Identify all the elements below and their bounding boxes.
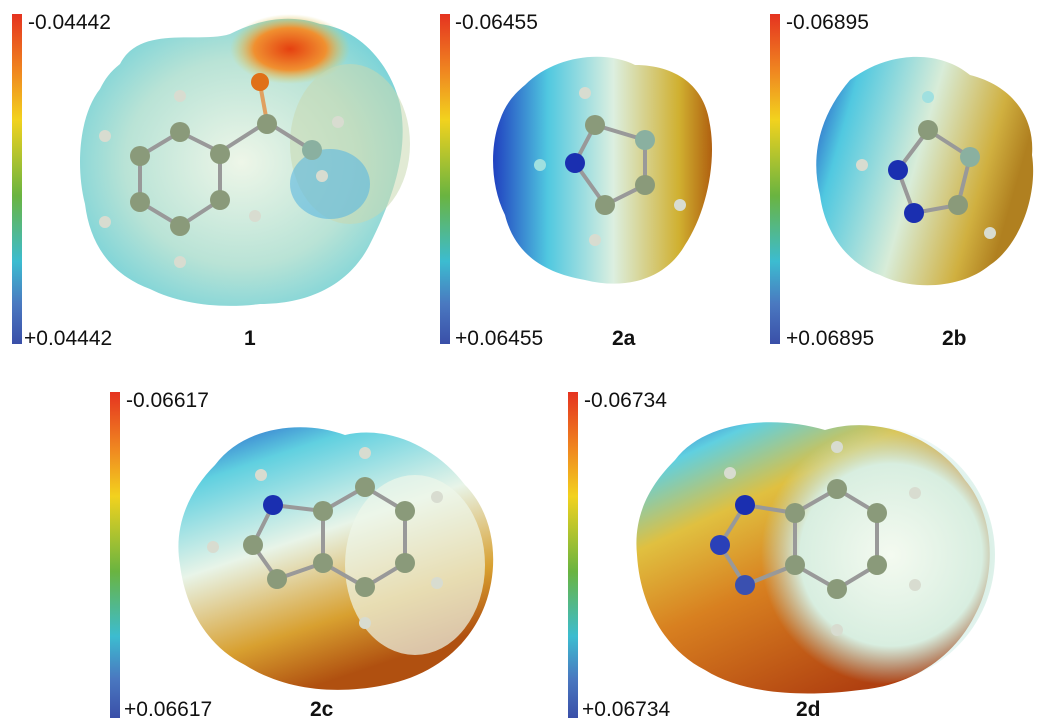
- esp-surface-map: [816, 56, 1034, 286]
- scale-max-label: +0.06617: [124, 698, 213, 721]
- compound-label: 2c: [310, 698, 334, 721]
- esp-surface-map: [178, 427, 494, 690]
- compound-label: 2a: [612, 327, 636, 350]
- color-scale-bar: [440, 14, 450, 344]
- scale-min-label: -0.06895: [786, 11, 869, 34]
- scale-min-label: -0.06455: [455, 11, 538, 34]
- scale-min-label: -0.04442: [28, 11, 111, 34]
- color-scale-bar: [110, 392, 120, 718]
- scale-max-label: +0.06895: [786, 327, 875, 350]
- color-scale-bar: [770, 14, 780, 344]
- molecule-2a: [534, 87, 686, 246]
- molecule-1: [99, 73, 344, 268]
- esp-surface-map: [80, 14, 410, 306]
- compound-label: 2b: [942, 327, 967, 350]
- scale-max-label: +0.06734: [582, 698, 671, 721]
- molecule-2c: [207, 447, 443, 629]
- molecule-2d: [710, 441, 921, 636]
- scale-max-label: +0.04442: [24, 327, 113, 350]
- compound-label: 1: [244, 327, 256, 350]
- color-scale-bar: [12, 14, 22, 344]
- molecule-2b: [856, 91, 996, 239]
- color-scale-bar: [568, 392, 578, 718]
- esp-surface-map: [493, 56, 713, 284]
- scale-min-label: -0.06617: [126, 389, 209, 412]
- scale-max-label: +0.06455: [455, 327, 544, 350]
- compound-label: 2d: [796, 698, 821, 721]
- scale-min-label: -0.06734: [584, 389, 667, 412]
- esp-surface-map: [636, 422, 995, 694]
